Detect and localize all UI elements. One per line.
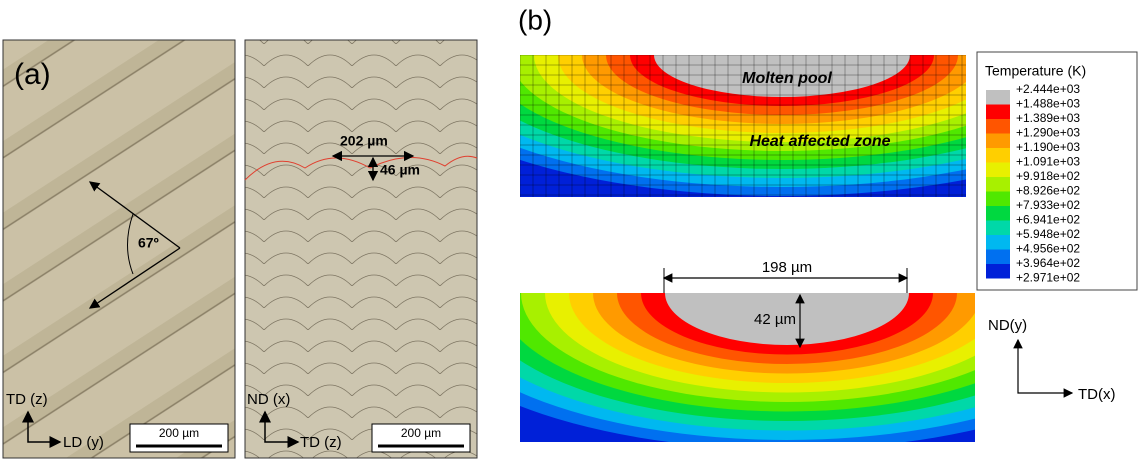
- axis-label: ND (x): [247, 391, 290, 408]
- axis-label: TD (z): [6, 391, 48, 408]
- legend-swatch: [986, 177, 1010, 192]
- legend-level: +2.971e+02: [1016, 271, 1080, 285]
- angle-label: 67º: [138, 235, 159, 251]
- legend-swatch: [986, 192, 1010, 207]
- contour-band: [665, 241, 909, 345]
- legend-level: +4.956e+02: [1016, 242, 1080, 256]
- panel-label: (b): [518, 4, 552, 35]
- legend-level: +2.444e+03: [1016, 82, 1080, 96]
- width-label: 198 µm: [762, 259, 812, 276]
- pool-label: Molten pool: [742, 70, 832, 87]
- legend-level: +1.091e+03: [1016, 155, 1080, 169]
- legend-title: Temperature (K): [985, 63, 1086, 79]
- axis-label: ND(y): [988, 317, 1027, 334]
- legend-level: +3.964e+02: [1016, 256, 1080, 270]
- legend-level: +1.389e+03: [1016, 111, 1080, 125]
- scale-bar-label: 200 µm: [401, 426, 441, 440]
- legend-swatch: [986, 264, 1010, 279]
- legend-level: +5.948e+02: [1016, 227, 1080, 241]
- width-label: 202 µm: [340, 133, 388, 149]
- haz-label: Heat affected zone: [749, 133, 890, 150]
- legend-level: +6.941e+02: [1016, 213, 1080, 227]
- axis-label: TD(x): [1078, 386, 1116, 403]
- axis-label: TD (z): [300, 434, 342, 451]
- legend-level: +7.933e+02: [1016, 198, 1080, 212]
- axes-arrow: [1018, 340, 1072, 393]
- legend-swatch: [986, 105, 1010, 120]
- legend-level: +1.488e+03: [1016, 97, 1080, 111]
- legend-swatch: [986, 134, 1010, 149]
- depth-label: 46 µm: [380, 162, 420, 178]
- legend-level: +1.190e+03: [1016, 140, 1080, 154]
- legend-level: +1.290e+03: [1016, 126, 1080, 140]
- depth-label: 42 µm: [754, 311, 796, 328]
- panel-label: (a): [14, 58, 51, 91]
- legend-level: +9.918e+02: [1016, 169, 1080, 183]
- figure: (a) 67º TD (z) LD (y) 200 µm 202 µm 46 µ…: [0, 0, 1140, 462]
- legend-swatch: [986, 119, 1010, 134]
- legend: +2.444e+03+1.488e+03+1.389e+03+1.290e+03…: [986, 82, 1080, 285]
- legend-swatch: [986, 206, 1010, 221]
- legend-level: +8.926e+02: [1016, 184, 1080, 198]
- scale-bar-label: 200 µm: [159, 426, 199, 440]
- axis-label: LD (y): [63, 434, 104, 451]
- legend-swatch: [986, 235, 1010, 250]
- legend-swatch: [986, 163, 1010, 178]
- legend-swatch: [986, 250, 1010, 265]
- legend-swatch: [986, 90, 1010, 105]
- legend-swatch: [986, 148, 1010, 163]
- legend-swatch: [986, 221, 1010, 236]
